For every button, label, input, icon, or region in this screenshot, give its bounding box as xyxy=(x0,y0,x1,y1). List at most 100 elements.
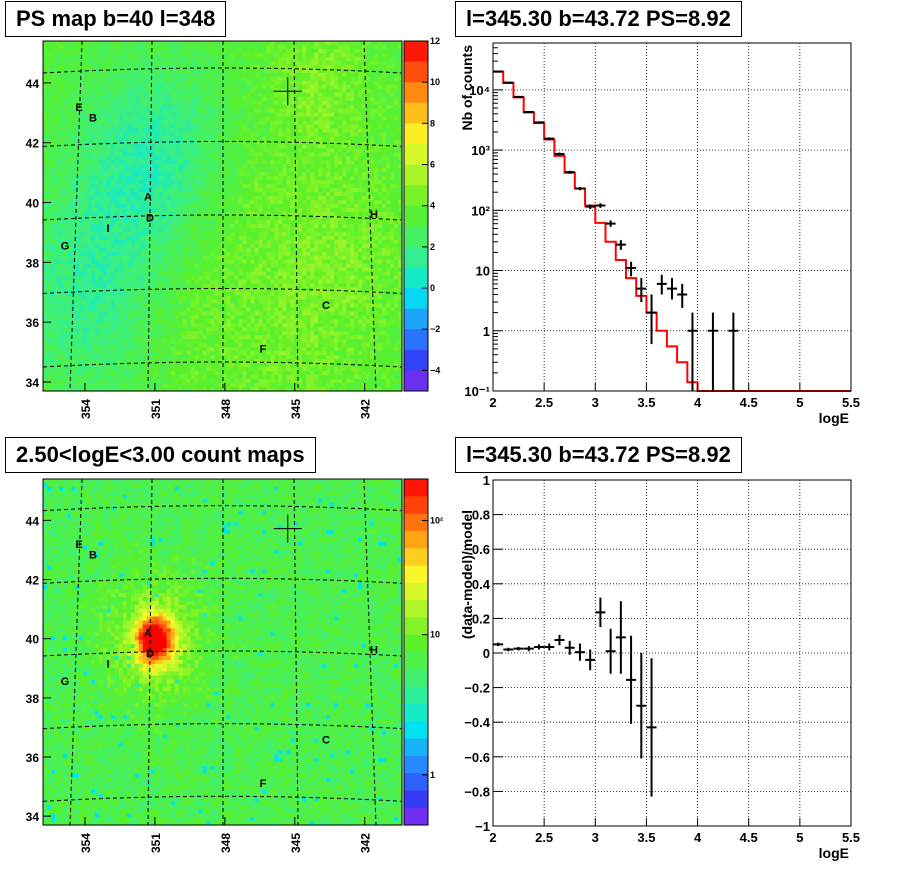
colorbar-cell xyxy=(404,267,428,288)
source-label-g: G xyxy=(61,240,70,252)
x-tick-label: 3 xyxy=(592,395,599,410)
colorbar-cell xyxy=(404,82,428,103)
y-tick-label: 0 xyxy=(483,646,490,661)
colorbar-cell xyxy=(404,144,428,165)
colorbar-cell xyxy=(404,531,428,549)
colorbar-tick-label: 2 xyxy=(430,242,435,252)
x-tick-label: 3 xyxy=(592,830,599,845)
y-axis-label: Nb of counts xyxy=(459,45,475,131)
data-point xyxy=(534,121,544,123)
x-tick-label: 4.5 xyxy=(740,830,758,845)
plot-area xyxy=(493,480,851,826)
x-tick-label: 5.5 xyxy=(842,830,860,845)
x-tick-label: 354 xyxy=(79,399,93,419)
x-tick-label: 3.5 xyxy=(637,830,655,845)
colorbar-tick-label: 4 xyxy=(430,201,435,211)
x-tick-label: 4 xyxy=(694,395,702,410)
colorbar-cell xyxy=(404,41,428,62)
y-tick-label: 1 xyxy=(483,473,490,488)
data-point xyxy=(503,82,513,83)
y-tick-label: 42 xyxy=(26,574,40,588)
colorbar-cell xyxy=(404,165,428,186)
x-tick-label: 4 xyxy=(694,830,702,845)
y-tick-label: 10 xyxy=(476,264,490,279)
colorbar-tick-label: 12 xyxy=(430,36,440,46)
source-label-f: F xyxy=(260,344,267,356)
x-tick-label: 2.5 xyxy=(535,830,553,845)
x-tick-label: 348 xyxy=(219,833,233,853)
x-tick-label: 4.5 xyxy=(740,395,758,410)
colorbar-tick-label: −4 xyxy=(430,365,440,375)
colorbar-cell xyxy=(404,704,428,722)
y-axis-label: (data-model)/model xyxy=(459,510,475,639)
colorbar-cell xyxy=(404,790,428,808)
colorbar-cell xyxy=(404,350,428,371)
y-tick-label: 44 xyxy=(26,77,40,91)
colorbar-tick-label: −2 xyxy=(430,324,440,334)
y-tick-label: −1 xyxy=(475,819,490,834)
colorbar-cell xyxy=(404,669,428,687)
colorbar-cell xyxy=(404,756,428,774)
colorbar-cell xyxy=(404,687,428,705)
colorbar-tick-label: 8 xyxy=(430,118,435,128)
source-label-d: D xyxy=(146,648,154,660)
y-tick-label: 40 xyxy=(26,633,40,647)
colorbar-tick-label: 10 xyxy=(430,630,440,640)
x-tick-label: 5.5 xyxy=(842,395,860,410)
colorbar-tick-label: 10² xyxy=(430,516,443,526)
colorbar-cell xyxy=(404,479,428,497)
x-tick-label: 342 xyxy=(359,833,373,853)
colorbar-cell xyxy=(404,583,428,601)
colorbar-cell xyxy=(404,288,428,309)
source-label-d: D xyxy=(146,212,154,224)
colorbar-cell xyxy=(404,185,428,206)
y-tick-label: 34 xyxy=(26,376,40,390)
source-label-e: E xyxy=(75,102,82,114)
plot-area xyxy=(493,43,851,391)
source-label-f: F xyxy=(260,778,267,790)
x-tick-label: 2 xyxy=(489,395,496,410)
colorbar-cell xyxy=(404,617,428,635)
source-label-e: E xyxy=(75,539,82,551)
colorbar-cell xyxy=(404,548,428,566)
data-point xyxy=(493,71,503,72)
y-tick-label: −0.2 xyxy=(464,681,490,696)
count-map-title: 2.50<logE<3.00 count maps xyxy=(5,437,316,473)
source-label-c: C xyxy=(322,735,330,747)
source-label-a: A xyxy=(144,191,152,203)
source-label-a: A xyxy=(144,627,152,639)
y-tick-label: 10³ xyxy=(471,143,490,158)
x-tick-label: 5 xyxy=(796,395,803,410)
source-label-b: B xyxy=(89,113,97,125)
colorbar-cell xyxy=(404,247,428,268)
colorbar-cell xyxy=(404,652,428,670)
source-label-i: I xyxy=(106,659,109,671)
colorbar-cell xyxy=(404,600,428,618)
colorbar-cell xyxy=(404,123,428,144)
x-tick-label: 2.5 xyxy=(535,395,553,410)
x-tick-label: 345 xyxy=(289,399,303,419)
y-tick-label: 1 xyxy=(483,324,490,339)
source-label-g: G xyxy=(61,676,70,688)
colorbar-cell xyxy=(404,773,428,791)
y-tick-label: 10² xyxy=(471,203,490,218)
y-tick-label: −0.4 xyxy=(464,715,490,730)
y-tick-label: 38 xyxy=(26,692,40,706)
residual-title: l=345.30 b=43.72 PS=8.92 xyxy=(455,437,742,473)
colorbar-cell xyxy=(404,226,428,247)
colorbar-cell xyxy=(404,103,428,124)
colorbar-cell xyxy=(404,566,428,584)
colorbar-cell xyxy=(404,514,428,532)
colorbar-tick-label: 1 xyxy=(430,770,435,780)
y-tick-label: 34 xyxy=(26,810,40,824)
x-axis-label: logE xyxy=(819,410,849,426)
colorbar-cell xyxy=(404,62,428,83)
source-label-h: H xyxy=(370,645,378,657)
